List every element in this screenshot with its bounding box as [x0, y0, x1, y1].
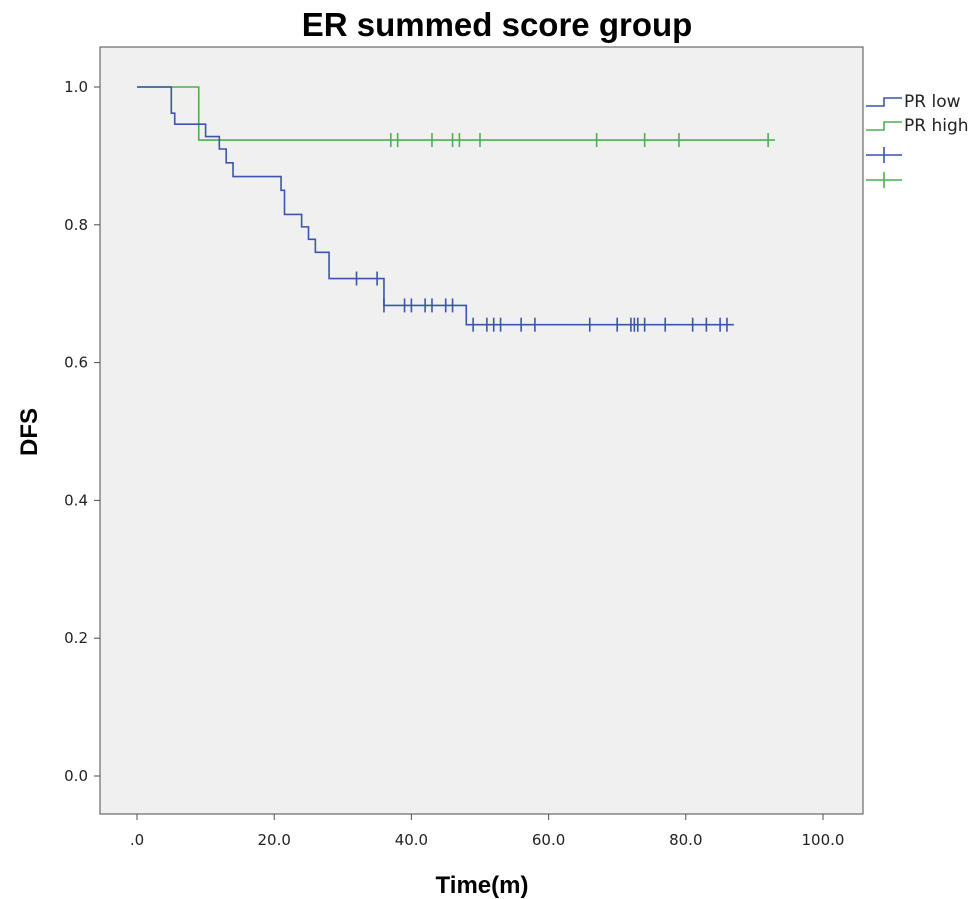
x-tick-label: 80.0 — [669, 831, 702, 849]
legend: PR low PR high — [866, 92, 969, 188]
x-tick-label: 20.0 — [257, 831, 290, 849]
x-tick-label: 100.0 — [802, 831, 845, 849]
y-tick-label: 0.0 — [64, 767, 88, 785]
chart-title: ER summed score group — [302, 6, 693, 43]
series-line-pr-low — [137, 86, 734, 326]
y-tick-label: 0.6 — [64, 354, 88, 372]
y-tick-label: 0.8 — [64, 216, 88, 234]
legend-swatch — [866, 121, 902, 131]
x-tick-label: 40.0 — [395, 831, 428, 849]
legend-swatch — [866, 97, 902, 107]
y-tick-label: 1.0 — [64, 78, 88, 96]
legend-label: PR high — [904, 116, 969, 136]
y-tick-label: 0.4 — [64, 491, 88, 509]
x-axis-label: Time(m) — [436, 872, 529, 899]
y-tick-label: 0.2 — [64, 629, 88, 647]
plot-layer: 0.0 0.2 0.4 0.6 0.8 1.0 .0 20.0 40.0 60.0 80.0 100.… — [64, 46, 864, 849]
legend-label: PR low — [904, 92, 961, 112]
x-tick-label: .0 — [130, 831, 144, 849]
x-tick-label: 60.0 — [532, 831, 565, 849]
y-axis-label: DFS — [16, 408, 43, 456]
plot-area — [99, 46, 864, 815]
